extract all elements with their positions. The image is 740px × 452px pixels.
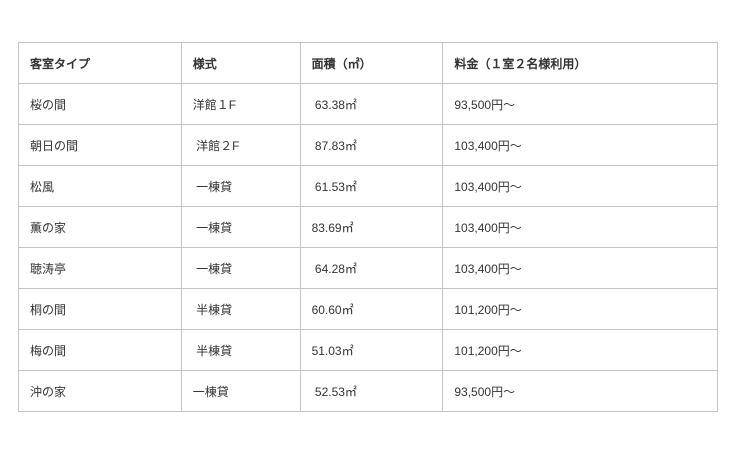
- header-style: 様式: [180, 42, 301, 84]
- cell-room-type: 梅の間: [18, 329, 182, 371]
- cell-price: 103,400円～: [442, 247, 718, 289]
- cell-style: 半棟貸: [180, 288, 301, 330]
- cell-price: 93,500円～: [442, 370, 718, 412]
- cell-room-type: 聴涛亭: [18, 247, 182, 289]
- table-header-row: 客室タイプ 様式 面積（㎡） 料金（１室２名様利用）: [18, 42, 718, 84]
- cell-room-type: 松風: [18, 165, 182, 207]
- cell-area: 60.60㎡: [299, 288, 444, 330]
- cell-style: 洋館２F: [180, 124, 301, 166]
- table-row: 薫の家 一棟貸 83.69㎡ 103,400円～: [18, 206, 718, 248]
- table-row: 聴涛亭 一棟貸 64.28㎡ 103,400円～: [18, 247, 718, 289]
- cell-style: 洋館１F: [180, 83, 301, 125]
- cell-style: 一棟貸: [180, 206, 301, 248]
- cell-price: 103,400円～: [442, 165, 718, 207]
- cell-style: 一棟貸: [180, 247, 301, 289]
- cell-room-type: 桜の間: [18, 83, 182, 125]
- cell-area: 87.83㎡: [299, 124, 444, 166]
- header-room-type: 客室タイプ: [18, 42, 182, 84]
- cell-price: 103,400円～: [442, 206, 718, 248]
- cell-area: 52.53㎡: [299, 370, 444, 412]
- cell-style: 一棟貸: [180, 165, 301, 207]
- cell-style: 半棟貸: [180, 329, 301, 371]
- cell-price: 93,500円～: [442, 83, 718, 125]
- cell-area: 64.28㎡: [299, 247, 444, 289]
- cell-room-type: 沖の家: [18, 370, 182, 412]
- cell-price: 101,200円～: [442, 329, 718, 371]
- cell-area: 63.38㎡: [299, 83, 444, 125]
- table-row: 松風 一棟貸 61.53㎡ 103,400円～: [18, 165, 718, 207]
- table-row: 桐の間 半棟貸 60.60㎡ 101,200円～: [18, 288, 718, 330]
- cell-area: 83.69㎡: [299, 206, 444, 248]
- table-row: 沖の家 一棟貸 52.53㎡ 93,500円～: [18, 370, 718, 412]
- cell-room-type: 朝日の間: [18, 124, 182, 166]
- cell-area: 61.53㎡: [299, 165, 444, 207]
- cell-price: 103,400円～: [442, 124, 718, 166]
- cell-room-type: 薫の家: [18, 206, 182, 248]
- cell-price: 101,200円～: [442, 288, 718, 330]
- table-row: 朝日の間 洋館２F 87.83㎡ 103,400円～: [18, 124, 718, 166]
- cell-style: 一棟貸: [180, 370, 301, 412]
- table-row: 桜の間 洋館１F 63.38㎡ 93,500円～: [18, 83, 718, 125]
- room-price-table: 客室タイプ 様式 面積（㎡） 料金（１室２名様利用） 桜の間 洋館１F 63.38…: [18, 42, 718, 412]
- cell-room-type: 桐の間: [18, 288, 182, 330]
- table-row: 梅の間 半棟貸 51.03㎡ 101,200円～: [18, 329, 718, 371]
- cell-area: 51.03㎡: [299, 329, 444, 371]
- header-price: 料金（１室２名様利用）: [442, 42, 718, 84]
- header-area: 面積（㎡）: [299, 42, 444, 84]
